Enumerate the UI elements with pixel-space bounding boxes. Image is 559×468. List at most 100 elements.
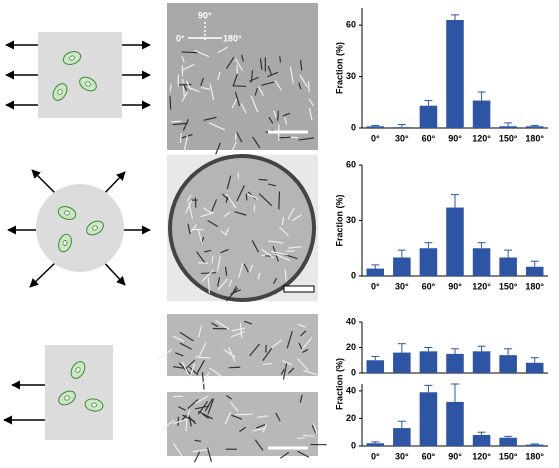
- bar: [473, 248, 491, 276]
- error-bar: [398, 421, 406, 428]
- error-bar: [371, 125, 379, 126]
- error-bar: [531, 261, 539, 267]
- bar: [473, 351, 491, 373]
- x-tick-label: 0°: [371, 451, 380, 461]
- y-tick-label: 0: [351, 440, 356, 450]
- x-tick-label: 150°: [499, 281, 518, 291]
- y-tick-label: 0: [351, 122, 356, 132]
- error-bar: [504, 436, 512, 437]
- cell-shape: [279, 137, 290, 138]
- cell-shape: [229, 367, 241, 368]
- error-bar: [451, 384, 459, 402]
- y-axis-label: Fraction (%): [334, 358, 344, 410]
- micrograph: [167, 392, 318, 456]
- x-tick-label: 90°: [448, 281, 462, 291]
- cell-shape: [278, 111, 279, 121]
- y-tick-label: 0: [351, 270, 356, 280]
- error-bar: [504, 123, 512, 126]
- cell-shape: [279, 191, 280, 209]
- y-tick-label: 60: [346, 159, 356, 169]
- error-bar: [398, 250, 406, 257]
- x-tick-label: 30°: [395, 281, 409, 291]
- bar: [367, 360, 385, 373]
- x-tick-label: 180°: [525, 281, 544, 291]
- bar: [526, 363, 544, 373]
- cell-nucleus: [91, 403, 97, 408]
- error-bar: [478, 92, 486, 101]
- x-tick-label: 60°: [422, 281, 436, 291]
- bar: [526, 126, 544, 128]
- bar: [367, 269, 385, 276]
- y-axis-label: Fraction (%): [334, 42, 344, 94]
- bar: [420, 106, 438, 128]
- error-bar: [504, 349, 512, 355]
- diagram-equibiaxial: [8, 170, 150, 287]
- y-tick-label: 20: [346, 342, 356, 352]
- cell-shape: [170, 84, 171, 91]
- y-tick-label: 60: [346, 20, 356, 30]
- x-tick-label: 150°: [499, 133, 518, 143]
- bar: [526, 445, 544, 446]
- error-bar: [451, 195, 459, 208]
- micrograph: [167, 3, 318, 150]
- cell-shape: [171, 121, 181, 122]
- x-tick-label: 90°: [448, 451, 462, 461]
- error-bar: [371, 356, 379, 360]
- cell-shape: [259, 179, 268, 180]
- bar: [420, 248, 438, 276]
- bar: [473, 435, 491, 446]
- bar: [473, 101, 491, 128]
- error-bar: [531, 358, 539, 363]
- error-bar: [531, 125, 539, 126]
- cell-shape: [297, 438, 305, 439]
- bar: [526, 267, 544, 276]
- error-bar: [451, 15, 459, 20]
- x-tick-label: 90°: [448, 133, 462, 143]
- error-bar: [424, 385, 432, 392]
- x-tick-label: 60°: [422, 451, 436, 461]
- x-tick-label: 60°: [422, 133, 436, 143]
- cell-shape: [195, 357, 211, 358]
- angle-label: 180°: [223, 33, 242, 43]
- error-bar: [424, 243, 432, 249]
- bar: [393, 127, 411, 128]
- x-tick-label: 120°: [472, 133, 491, 143]
- error-bar: [451, 349, 459, 354]
- x-tick-label: 30°: [395, 133, 409, 143]
- x-tick-label: 120°: [472, 451, 491, 461]
- x-tick-label: 180°: [525, 133, 544, 143]
- bar: [499, 355, 517, 373]
- error-bar: [478, 346, 486, 351]
- bar: [393, 353, 411, 373]
- y-axis-label: Fraction (%): [334, 194, 344, 246]
- angle-label: 0°: [176, 33, 185, 43]
- bar: [446, 402, 464, 446]
- cell-shape: [234, 86, 246, 87]
- cell-shape: [235, 133, 236, 140]
- x-tick-label: 0°: [371, 281, 380, 291]
- x-tick-label: 0°: [371, 133, 380, 143]
- cell-shape: [182, 52, 198, 53]
- angle-label: 90°: [198, 10, 212, 20]
- cell-shape: [280, 56, 281, 62]
- error-bar: [504, 250, 512, 257]
- cell-shape: [198, 263, 208, 264]
- y-tick-label: 30: [346, 71, 356, 81]
- cell-shape: [309, 81, 310, 92]
- bar: [393, 258, 411, 277]
- x-tick-label: 30°: [395, 451, 409, 461]
- bar: [367, 126, 385, 128]
- y-tick-label: 0: [351, 367, 356, 377]
- bar: [499, 258, 517, 277]
- cell-shape: [186, 421, 187, 431]
- error-bar: [478, 243, 486, 249]
- cell-shape: [170, 96, 171, 109]
- bar: [420, 392, 438, 446]
- diagram-uniaxial: [6, 32, 150, 118]
- error-bar: [424, 101, 432, 106]
- bar: [446, 208, 464, 276]
- y-tick-label: 40: [346, 316, 356, 326]
- cell-shape: [201, 273, 216, 274]
- diagram-static: [4, 345, 113, 440]
